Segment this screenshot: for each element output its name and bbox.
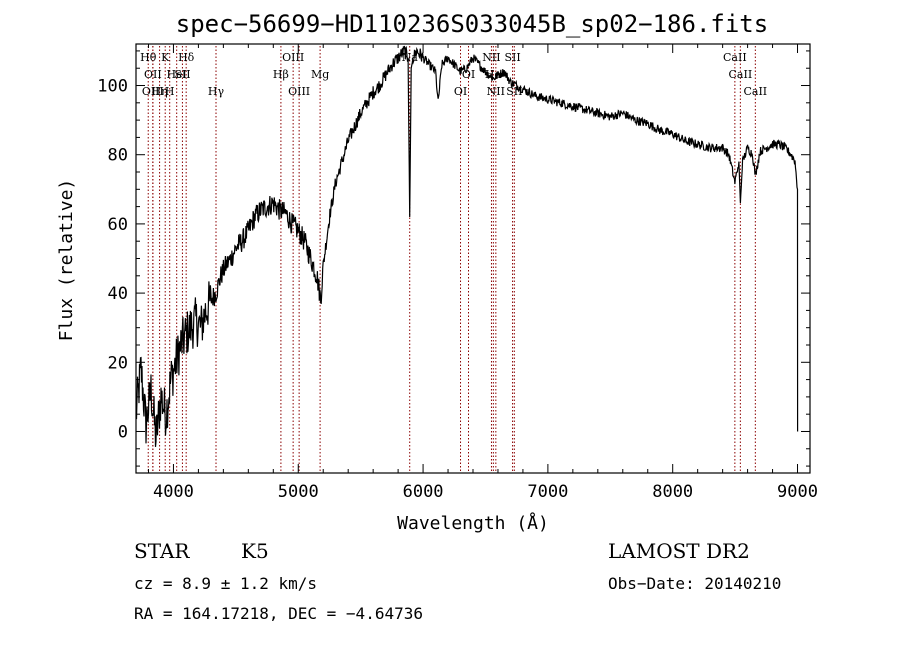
line-label: OIII xyxy=(142,85,164,98)
line-label: CaII xyxy=(729,68,753,81)
x-tick-label: 9000 xyxy=(777,482,818,502)
line-label: NII xyxy=(487,85,505,98)
y-tick-label: 80 xyxy=(108,146,128,166)
x-tick-label: 8000 xyxy=(652,482,693,502)
info-panel: STAR K5 LAMOST DR2 cz = 8.9 ± 1.2 km/s O… xyxy=(134,539,781,623)
line-labels: HθOIIOIIIHηKHHeISIIHδHγHβOIIIOIIIMgNaOIO… xyxy=(140,51,767,98)
y-tick-label: 40 xyxy=(108,284,128,304)
line-label: OIII xyxy=(288,85,310,98)
x-tick-label: 7000 xyxy=(527,482,568,502)
y-tick-label: 100 xyxy=(97,77,128,97)
line-label: SII xyxy=(174,68,190,81)
line-label: SII xyxy=(504,51,520,64)
cz-value: cz = 8.9 ± 1.2 km/s xyxy=(134,574,317,593)
line-label: HeI xyxy=(166,68,186,81)
line-label: H xyxy=(165,85,175,98)
line-markers xyxy=(147,46,756,473)
y-axis-label: Flux (relative) xyxy=(56,179,77,342)
x-axis-ticks: 4000 5000 6000 7000 8000 9000 xyxy=(147,44,818,502)
line-label: K xyxy=(161,51,170,64)
plot-frame xyxy=(135,43,811,474)
line-label: Mg xyxy=(311,68,329,81)
x-tick-label: 4000 xyxy=(153,482,194,502)
y-tick-label: 60 xyxy=(108,215,128,235)
survey-label: LAMOST DR2 xyxy=(608,539,750,563)
line-label: OIII xyxy=(282,51,304,64)
line-label: OI xyxy=(454,85,467,98)
y-axis-ticks: 0 20 40 60 80 100 xyxy=(97,50,810,467)
line-label: Hθ xyxy=(140,51,157,64)
line-label: NII xyxy=(482,51,500,64)
plot-area: HθOIIOIIIHηKHHeISIIHδHγHβOIIIOIIIMgNaOIO… xyxy=(97,43,818,502)
line-label: OII xyxy=(144,68,162,81)
line-label: Hη xyxy=(151,85,167,98)
line-label: Hγ xyxy=(208,85,225,98)
line-label: OI xyxy=(462,68,475,81)
spectrum-line xyxy=(136,45,799,447)
line-label: Hβ xyxy=(273,68,289,81)
class-label: STAR xyxy=(134,539,190,563)
line-label: CaII xyxy=(723,51,747,64)
y-tick-label: 20 xyxy=(108,353,128,373)
obs-date: Obs−Date: 20140210 xyxy=(608,574,781,593)
x-tick-label: 5000 xyxy=(278,482,319,502)
y-tick-label: 0 xyxy=(118,422,128,442)
line-label: Hδ xyxy=(178,51,195,64)
chart-title: spec−56699−HD110236S033045B_sp02−186.fit… xyxy=(176,10,768,38)
line-label: CaII xyxy=(743,85,767,98)
x-axis-label: Wavelength (Å) xyxy=(397,512,549,534)
subclass-label: K5 xyxy=(241,539,269,563)
coordinates: RA = 164.17218, DEC = −4.64736 xyxy=(134,604,423,623)
x-tick-label: 6000 xyxy=(403,482,444,502)
